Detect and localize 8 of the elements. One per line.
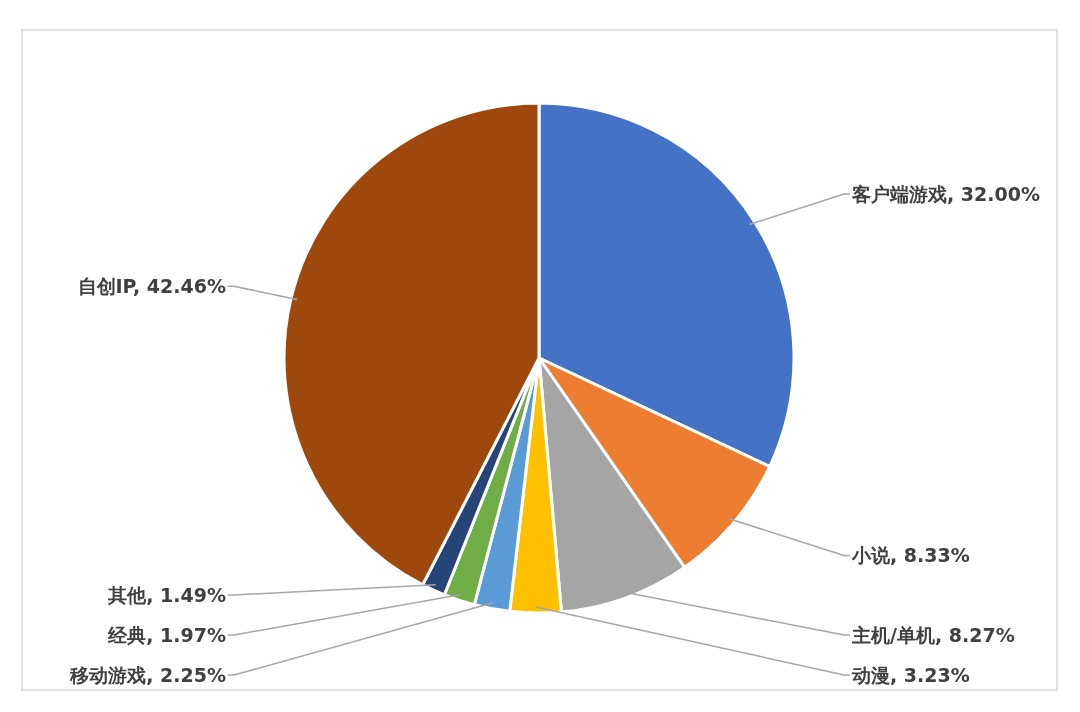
- slice-label: 客户端游戏, 32.00%: [851, 183, 1040, 206]
- slice-label: 自创IP, 42.46%: [77, 275, 226, 298]
- slice-label: 其他, 1.49%: [107, 584, 226, 606]
- slice-label: 移动游戏, 2.25%: [69, 664, 226, 686]
- slice-label: 动漫, 3.23%: [851, 664, 970, 686]
- slice-label: 经典, 1.97%: [107, 624, 226, 646]
- slice-label: 主机/单机, 8.27%: [851, 624, 1015, 646]
- slice-label: 小说, 8.33%: [851, 544, 970, 567]
